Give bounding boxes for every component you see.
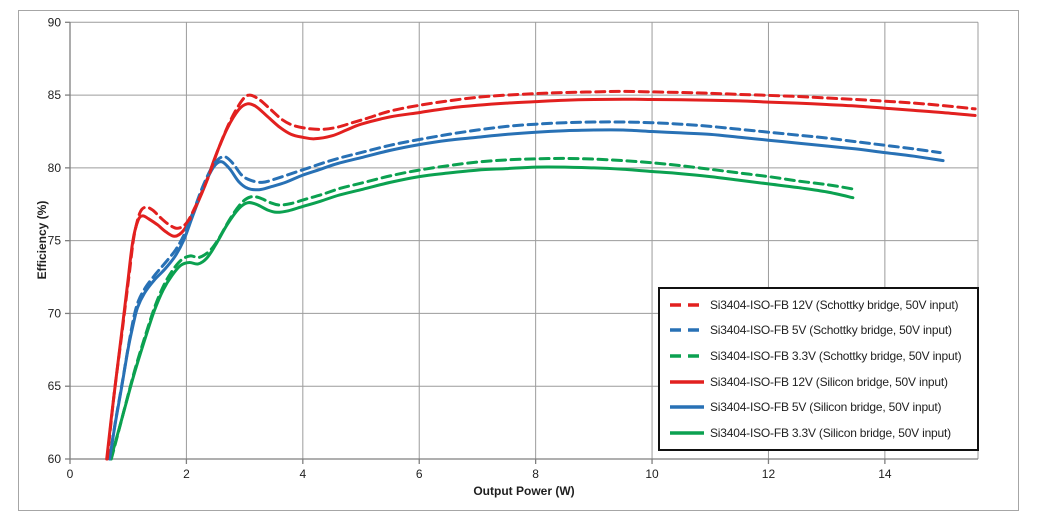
series-line-0 — [105, 89, 977, 461]
legend-entry: Si3404-ISO-FB 12V (Silicon bridge, 50V i… — [669, 375, 973, 389]
legend-entry: Si3404-ISO-FB 3.3V (Schottky bridge, 50V… — [669, 349, 973, 363]
legend-entry: Si3404-ISO-FB 5V (Silicon bridge, 50V in… — [669, 400, 973, 414]
series-line-3 — [105, 97, 977, 461]
y-tick-label: 80 — [48, 161, 62, 175]
legend-label: Si3404-ISO-FB 5V (Silicon bridge, 50V in… — [710, 400, 942, 415]
series-line-5 — [109, 165, 855, 461]
legend-swatch-green-solid — [670, 431, 704, 435]
legend-label: Si3404-ISO-FB 12V (Silicon bridge, 50V i… — [710, 374, 948, 389]
legend-swatch-green-dashed — [670, 354, 704, 358]
series-line-2 — [109, 156, 855, 461]
legend-label: Si3404-ISO-FB 5V (Schottky bridge, 50V i… — [710, 323, 952, 338]
x-tick-label: 8 — [532, 467, 539, 481]
x-tick-label: 10 — [645, 467, 659, 481]
x-axis-title: Output Power (W) — [473, 484, 575, 498]
x-tick-label: 0 — [67, 467, 74, 481]
y-tick-label: 75 — [48, 234, 62, 248]
legend-label: Si3404-ISO-FB 12V (Schottky bridge, 50V … — [710, 297, 959, 312]
series-line-1 — [108, 120, 942, 461]
x-tick-label: 6 — [416, 467, 423, 481]
y-tick-label: 85 — [48, 88, 62, 102]
legend-entry: Si3404-ISO-FB 12V (Schottky bridge, 50V … — [669, 298, 973, 312]
legend-swatch-blue-dashed — [670, 328, 704, 333]
y-tick-label: 70 — [48, 306, 62, 320]
legend-swatch-red-dashed — [670, 303, 704, 307]
x-tick-label: 14 — [878, 467, 892, 481]
legend-box: Si3404-ISO-FB 12V (Schottky bridge, 50V … — [658, 287, 979, 451]
legend-entry: Si3404-ISO-FB 5V (Schottky bridge, 50V i… — [669, 323, 973, 337]
legend-label: Si3404-ISO-FB 3.3V (Silicon bridge, 50V … — [710, 426, 951, 441]
y-tick-label: 60 — [48, 452, 62, 466]
legend-entry: Si3404-ISO-FB 3.3V (Silicon bridge, 50V … — [669, 426, 973, 440]
series-line-4 — [108, 128, 945, 461]
x-tick-label: 2 — [183, 467, 190, 481]
y-axis-title: Efficiency (%) — [35, 200, 49, 280]
y-tick-label: 90 — [48, 15, 62, 29]
x-tick-label: 4 — [299, 467, 306, 481]
legend-label: Si3404-ISO-FB 3.3V (Schottky bridge, 50V… — [710, 349, 962, 364]
legend-swatch-red-solid — [670, 379, 704, 384]
x-tick-label: 12 — [762, 467, 776, 481]
legend-swatch-blue-solid — [670, 405, 704, 410]
y-tick-label: 65 — [48, 379, 62, 393]
